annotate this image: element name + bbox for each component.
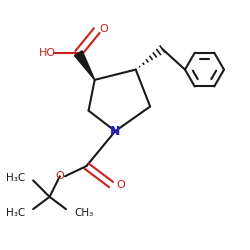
- Text: H₃C: H₃C: [6, 208, 25, 218]
- Polygon shape: [74, 51, 95, 80]
- Text: CH₃: CH₃: [74, 208, 94, 218]
- Text: O: O: [56, 171, 64, 181]
- Text: N: N: [110, 125, 120, 138]
- Text: H₃C: H₃C: [6, 173, 25, 183]
- Text: HO: HO: [39, 48, 56, 58]
- Text: O: O: [100, 24, 108, 34]
- Text: O: O: [116, 180, 125, 190]
